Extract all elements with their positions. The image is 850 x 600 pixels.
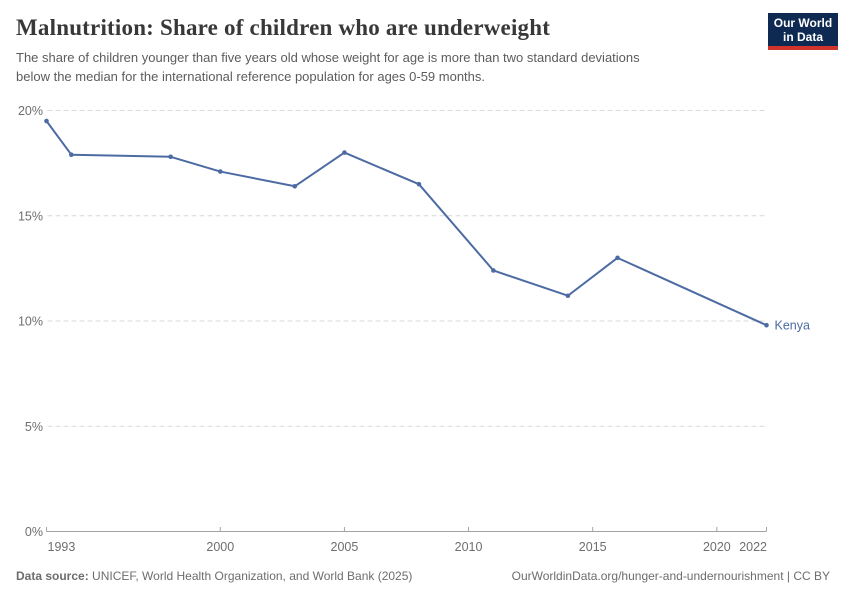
y-axis-tick-label: 20%: [18, 104, 43, 118]
data-point: [292, 183, 298, 189]
x-axis-tick-label: 2015: [579, 540, 607, 554]
data-point: [217, 169, 223, 174]
data-point: [416, 181, 422, 187]
data-point: [69, 152, 74, 158]
chart-title: Malnutrition: Share of children who are …: [16, 15, 551, 40]
owid-logo-line1: Our World: [773, 15, 833, 30]
x-axis-tick-label: 2020: [703, 540, 731, 554]
owid-logo-line2: in Data: [782, 29, 823, 44]
y-axis-tick-label: 5%: [25, 420, 43, 434]
owid-logo[interactable]: Our World in Data: [768, 13, 838, 50]
data-point: [615, 255, 620, 261]
data-point: [491, 268, 496, 273]
data-point: [168, 154, 173, 160]
x-axis-tick-label: 2005: [331, 540, 359, 554]
chart-header: Malnutrition: Share of children who are …: [16, 14, 761, 86]
trend-line: [45, 120, 768, 327]
chart-subtitle: The share of children younger than five …: [16, 50, 640, 84]
y-axis-tick-label: 10%: [18, 315, 43, 329]
x-axis-tick-label: 2022: [739, 540, 767, 554]
x-axis-tick-label: 2010: [455, 540, 483, 554]
data-point: [44, 118, 49, 124]
entity-label: Kenya: [775, 319, 810, 333]
data-point: [342, 150, 347, 155]
data-source-note: Data source: UNICEF, World Health Organi…: [16, 569, 412, 583]
chart-footer: Data source: UNICEF, World Health Organi…: [16, 569, 830, 583]
data-source-text: UNICEF, World Health Organization, and W…: [88, 569, 413, 583]
y-axis-tick-label: 0%: [25, 525, 43, 539]
data-point: [565, 293, 571, 299]
data-source-label: Data source:: [16, 569, 89, 583]
owid-citation-link[interactable]: OurWorldinData.org/hunger-and-undernouri…: [511, 569, 830, 583]
data-point: [764, 322, 769, 328]
y-axis-tick-label: 15%: [18, 209, 43, 223]
x-axis-tick-label: 2000: [206, 540, 234, 554]
x-axis-tick-label: 1993: [48, 540, 76, 554]
